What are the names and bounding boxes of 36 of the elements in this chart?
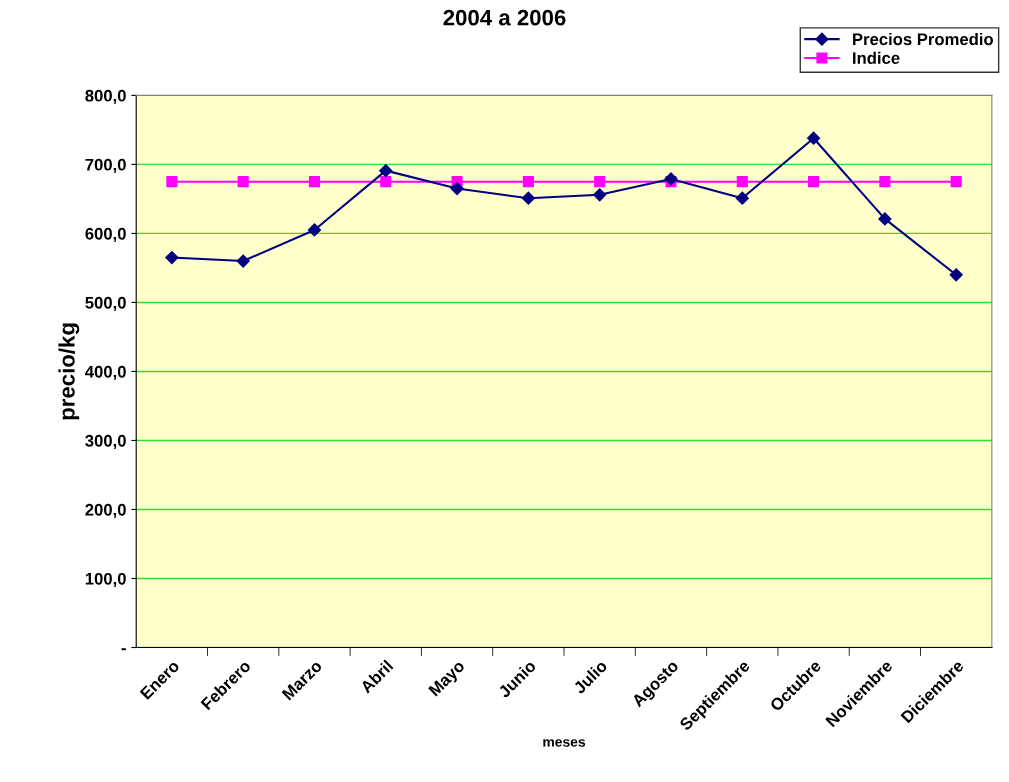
point — [521, 191, 535, 205]
point — [165, 250, 179, 265]
point — [380, 176, 392, 188]
y-tick-label: 200,0 — [85, 503, 126, 519]
point — [664, 172, 678, 186]
point — [237, 176, 249, 188]
point — [308, 176, 321, 188]
point — [307, 223, 322, 237]
y-tick-label: 800,0 — [85, 89, 126, 105]
legend-label: Indice — [853, 51, 900, 64]
point — [878, 212, 892, 226]
y-tick-label: 300,0 — [85, 434, 126, 450]
y-tick-label: - — [121, 648, 126, 651]
chart-title: 2004 a 2006 — [443, 9, 566, 26]
point — [735, 191, 749, 205]
y-tick-label: 700,0 — [85, 158, 126, 174]
point — [736, 176, 748, 188]
point — [166, 176, 178, 188]
y-axis-title: precio/kg — [58, 323, 80, 420]
point — [879, 176, 891, 188]
point — [593, 188, 607, 202]
y-tick-label: 600,0 — [85, 227, 126, 243]
x-axis-title: meses — [543, 739, 586, 747]
legend-label: Precios Promedio — [853, 32, 993, 46]
y-tick-label: 500,0 — [85, 296, 126, 312]
point — [594, 176, 606, 188]
point — [808, 176, 820, 188]
y-tick-label: 400,0 — [85, 365, 126, 381]
point — [522, 176, 534, 188]
point — [949, 268, 963, 282]
point — [950, 176, 962, 188]
point — [807, 131, 821, 145]
point — [379, 164, 393, 178]
y-tick-label: 100,0 — [85, 572, 126, 588]
point — [236, 254, 250, 268]
point — [450, 181, 464, 196]
